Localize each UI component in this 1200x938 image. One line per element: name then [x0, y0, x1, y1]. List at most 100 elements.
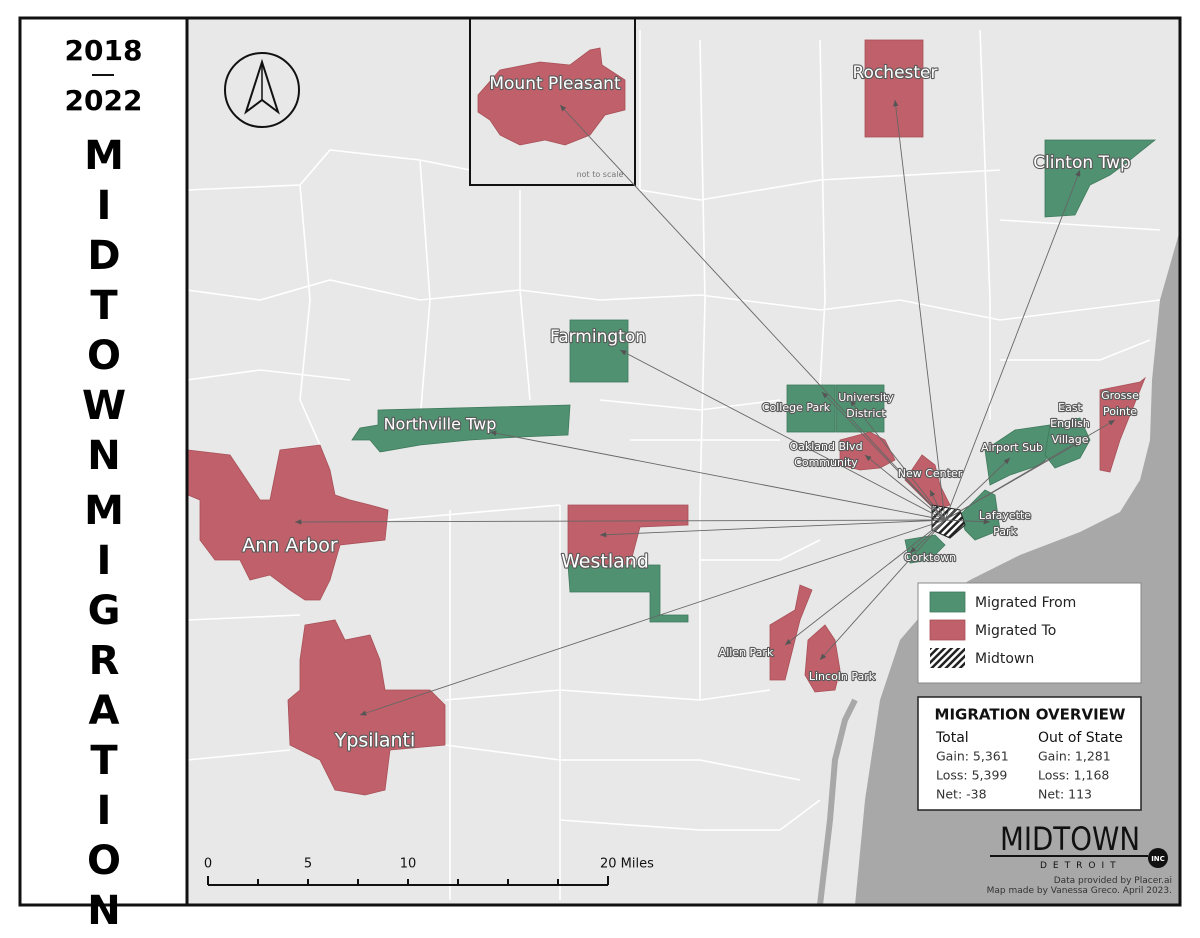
place-label: Corktown [904, 551, 956, 564]
place-label: Lafayette [979, 509, 1031, 522]
legend-swatch [929, 591, 966, 613]
arrow [294, 519, 946, 525]
place-shape [959, 489, 1001, 541]
place-shape [769, 584, 813, 681]
scale-bar: 0 5 10 20 Miles [204, 857, 654, 886]
outer-border [18, 16, 1182, 907]
river [817, 698, 858, 906]
place-label: Ypsilanti [334, 730, 416, 752]
arrow [784, 519, 946, 646]
overview-line: Gain: 5,361 [936, 749, 1009, 764]
arrows [294, 99, 1116, 716]
overview-heading: Total [935, 730, 969, 746]
place-shape [569, 319, 629, 383]
place-shape [1099, 376, 1146, 473]
place-label: Oakland Blvd [789, 440, 862, 453]
place-label: Clinton Twp [1033, 153, 1131, 173]
place-label: Community [794, 456, 858, 469]
legend-label: Midtown [975, 651, 1034, 667]
place-label: Lincoln Park [809, 670, 876, 683]
legend-swatch [930, 648, 965, 668]
overview-line: Loss: 5,399 [936, 768, 1007, 783]
place-label: Westland [561, 551, 649, 573]
place-label: Farmington [550, 327, 646, 347]
logo-name: MIDTOWN [1000, 820, 1140, 858]
overview-line: Gain: 1,281 [1038, 749, 1111, 764]
place-label: Grosse [1101, 389, 1139, 402]
arrow [944, 519, 991, 525]
place-label: Ann Arbor [242, 535, 338, 557]
overview-line: Net: 113 [1038, 787, 1092, 802]
arrow [359, 519, 946, 716]
logo-city: DETROIT [1040, 861, 1122, 871]
arrow [821, 391, 946, 521]
year: 2022 [64, 84, 143, 117]
year-dash [92, 74, 114, 76]
legend-label: Migrated From [975, 595, 1076, 611]
place-shape [839, 431, 896, 471]
place-shape [187, 444, 389, 601]
place-label: College Park [762, 401, 831, 414]
arrow [819, 519, 946, 661]
scale-label: 0 [204, 857, 212, 872]
overview-line: Net: -38 [936, 787, 987, 802]
logo-suffix: INC [1151, 855, 1165, 863]
place-shape [287, 619, 446, 796]
overview-heading: Out of State [1038, 730, 1123, 746]
place-label: District [846, 407, 886, 420]
place-shape [351, 404, 571, 453]
arrow [929, 489, 946, 521]
arrow [944, 419, 1116, 521]
credit: Map made by Vanessa Greco. April 2023. [987, 886, 1172, 896]
place-labels: Mount Pleasant Rochester Clinton Twp Farmin… [241, 62, 1140, 753]
scale-label: 5 [304, 857, 312, 872]
credit: Data provided by Placer.ai [1054, 876, 1172, 886]
boundaries [186, 29, 1161, 900]
place-label: Mount Pleasant [489, 74, 621, 94]
place-shape [477, 47, 626, 146]
arrow [864, 454, 946, 521]
place-label: Airport Sub [981, 441, 1043, 454]
scale-label: 10 [400, 857, 417, 872]
place-shape [1044, 139, 1157, 218]
legend-label: Migrated To [975, 623, 1056, 639]
place-shape [904, 534, 946, 564]
place-label: Allen Park [719, 646, 774, 659]
place-label: Village [1052, 433, 1089, 446]
place-label: Rochester [853, 63, 938, 83]
place-label: University [838, 391, 894, 404]
sidebar: 2018 2022 MIDTOWN MIGRATION [20, 18, 187, 938]
legend-swatch [929, 619, 966, 641]
overview-line: Loss: 1,168 [1038, 768, 1109, 783]
arrow [944, 169, 1081, 521]
title-word: MIDTOWN [81, 133, 127, 483]
arrow [849, 399, 946, 521]
north-arrow [224, 52, 300, 128]
place-label: Pointe [1103, 405, 1137, 418]
arrow [489, 430, 946, 521]
arrow [619, 349, 946, 521]
places [187, 39, 1157, 796]
place-shape [835, 384, 885, 433]
place-label: East [1058, 401, 1082, 414]
scale-label: 20 Miles [600, 857, 654, 872]
place-label: English [1050, 417, 1090, 430]
place-label: Park [993, 525, 1017, 538]
place-label: Northville Twp [384, 415, 497, 434]
arrow [944, 457, 1011, 521]
arrow [893, 99, 946, 521]
logo: MIDTOWN DETROIT INC [990, 820, 1168, 871]
legend: Migrated From Migrated To Midtown [917, 582, 1142, 684]
arrow [599, 519, 946, 538]
overview: MIGRATION OVERVIEW Total Gain: 5,361 Loss:… [917, 696, 1142, 811]
place-shape [864, 39, 924, 138]
place-shape [904, 454, 951, 511]
title-word: MIGRATION [81, 488, 127, 938]
overview-title: MIGRATION OVERVIEW [935, 706, 1126, 724]
arrow [909, 519, 946, 554]
place-shape [567, 564, 689, 623]
inset-note: not to scale [577, 170, 624, 179]
year: 2018 [64, 34, 143, 67]
